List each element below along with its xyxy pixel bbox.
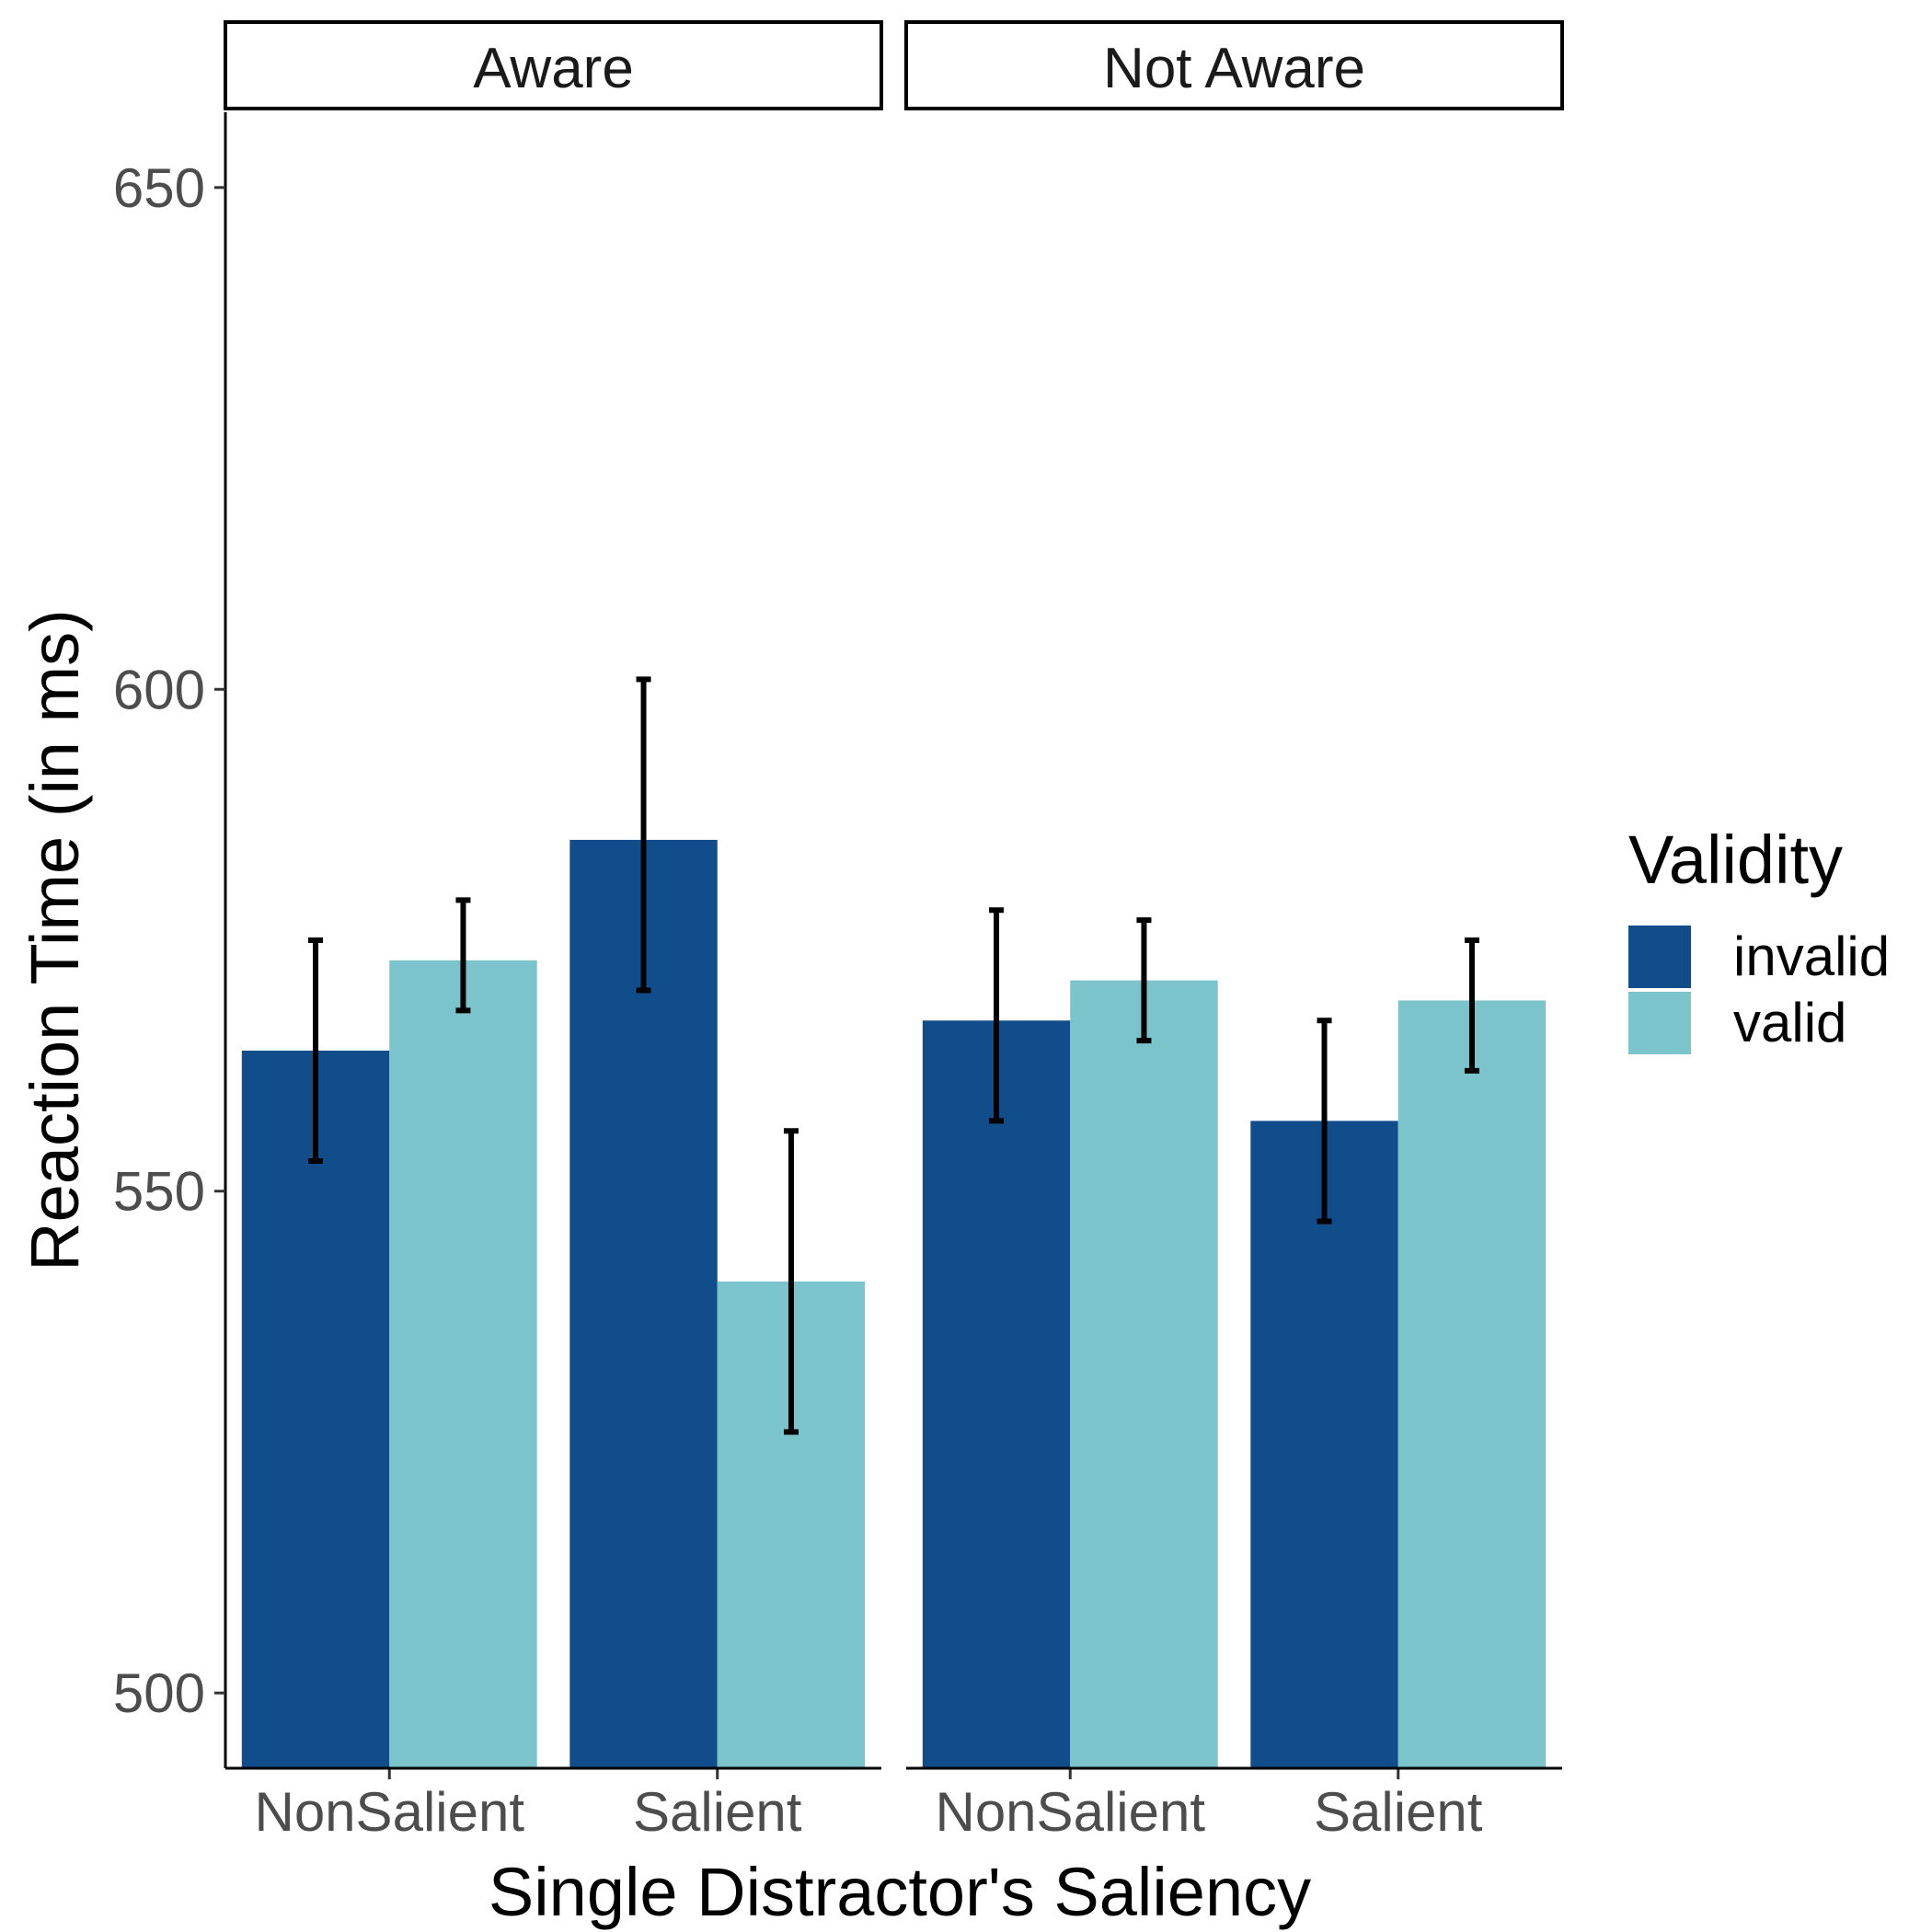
x-axis-title: Single Distractor's Saliency [489, 1854, 1311, 1930]
y-tick-label: 650 [113, 157, 205, 219]
y-tick-label: 600 [113, 659, 205, 720]
legend-label-valid: valid [1733, 992, 1846, 1053]
panel-1: Not Aware NonSalient Salient [904, 20, 1564, 1843]
x-tick-label: NonSalient [935, 1781, 1205, 1843]
panel-strip-label: Not Aware [1103, 37, 1365, 100]
x-tick-label: NonSalient [254, 1781, 524, 1843]
panel-strip [904, 20, 1564, 110]
bar-invalid [241, 1051, 390, 1768]
y-tick-label: 550 [113, 1161, 205, 1223]
y-axis: 500 550 600 650 [113, 157, 225, 1724]
legend-key-invalid [1628, 926, 1691, 988]
bar-valid [1070, 980, 1218, 1768]
y-axis-title: Reaction Time (in ms) [17, 609, 93, 1271]
x-tick-label: Salient [1314, 1781, 1483, 1843]
bar-valid [1397, 1000, 1547, 1768]
y-tick-label: 500 [113, 1662, 205, 1724]
x-tick-label: Salient [633, 1781, 802, 1843]
legend-key-valid [1628, 992, 1691, 1054]
panel-strip-label: Aware [473, 37, 634, 100]
legend-title: Validity [1628, 822, 1843, 898]
bar-invalid [922, 1020, 1071, 1768]
bar-valid [389, 960, 537, 1768]
bar-invalid [569, 839, 718, 1768]
legend-label-invalid: invalid [1733, 926, 1890, 987]
bar-invalid [1250, 1121, 1398, 1768]
panel-0: Aware NonSalient Salient [224, 20, 883, 1843]
panel-strip [224, 20, 883, 110]
panels: Aware NonSalient Salient Not Aware NonSalien… [224, 20, 1564, 1843]
